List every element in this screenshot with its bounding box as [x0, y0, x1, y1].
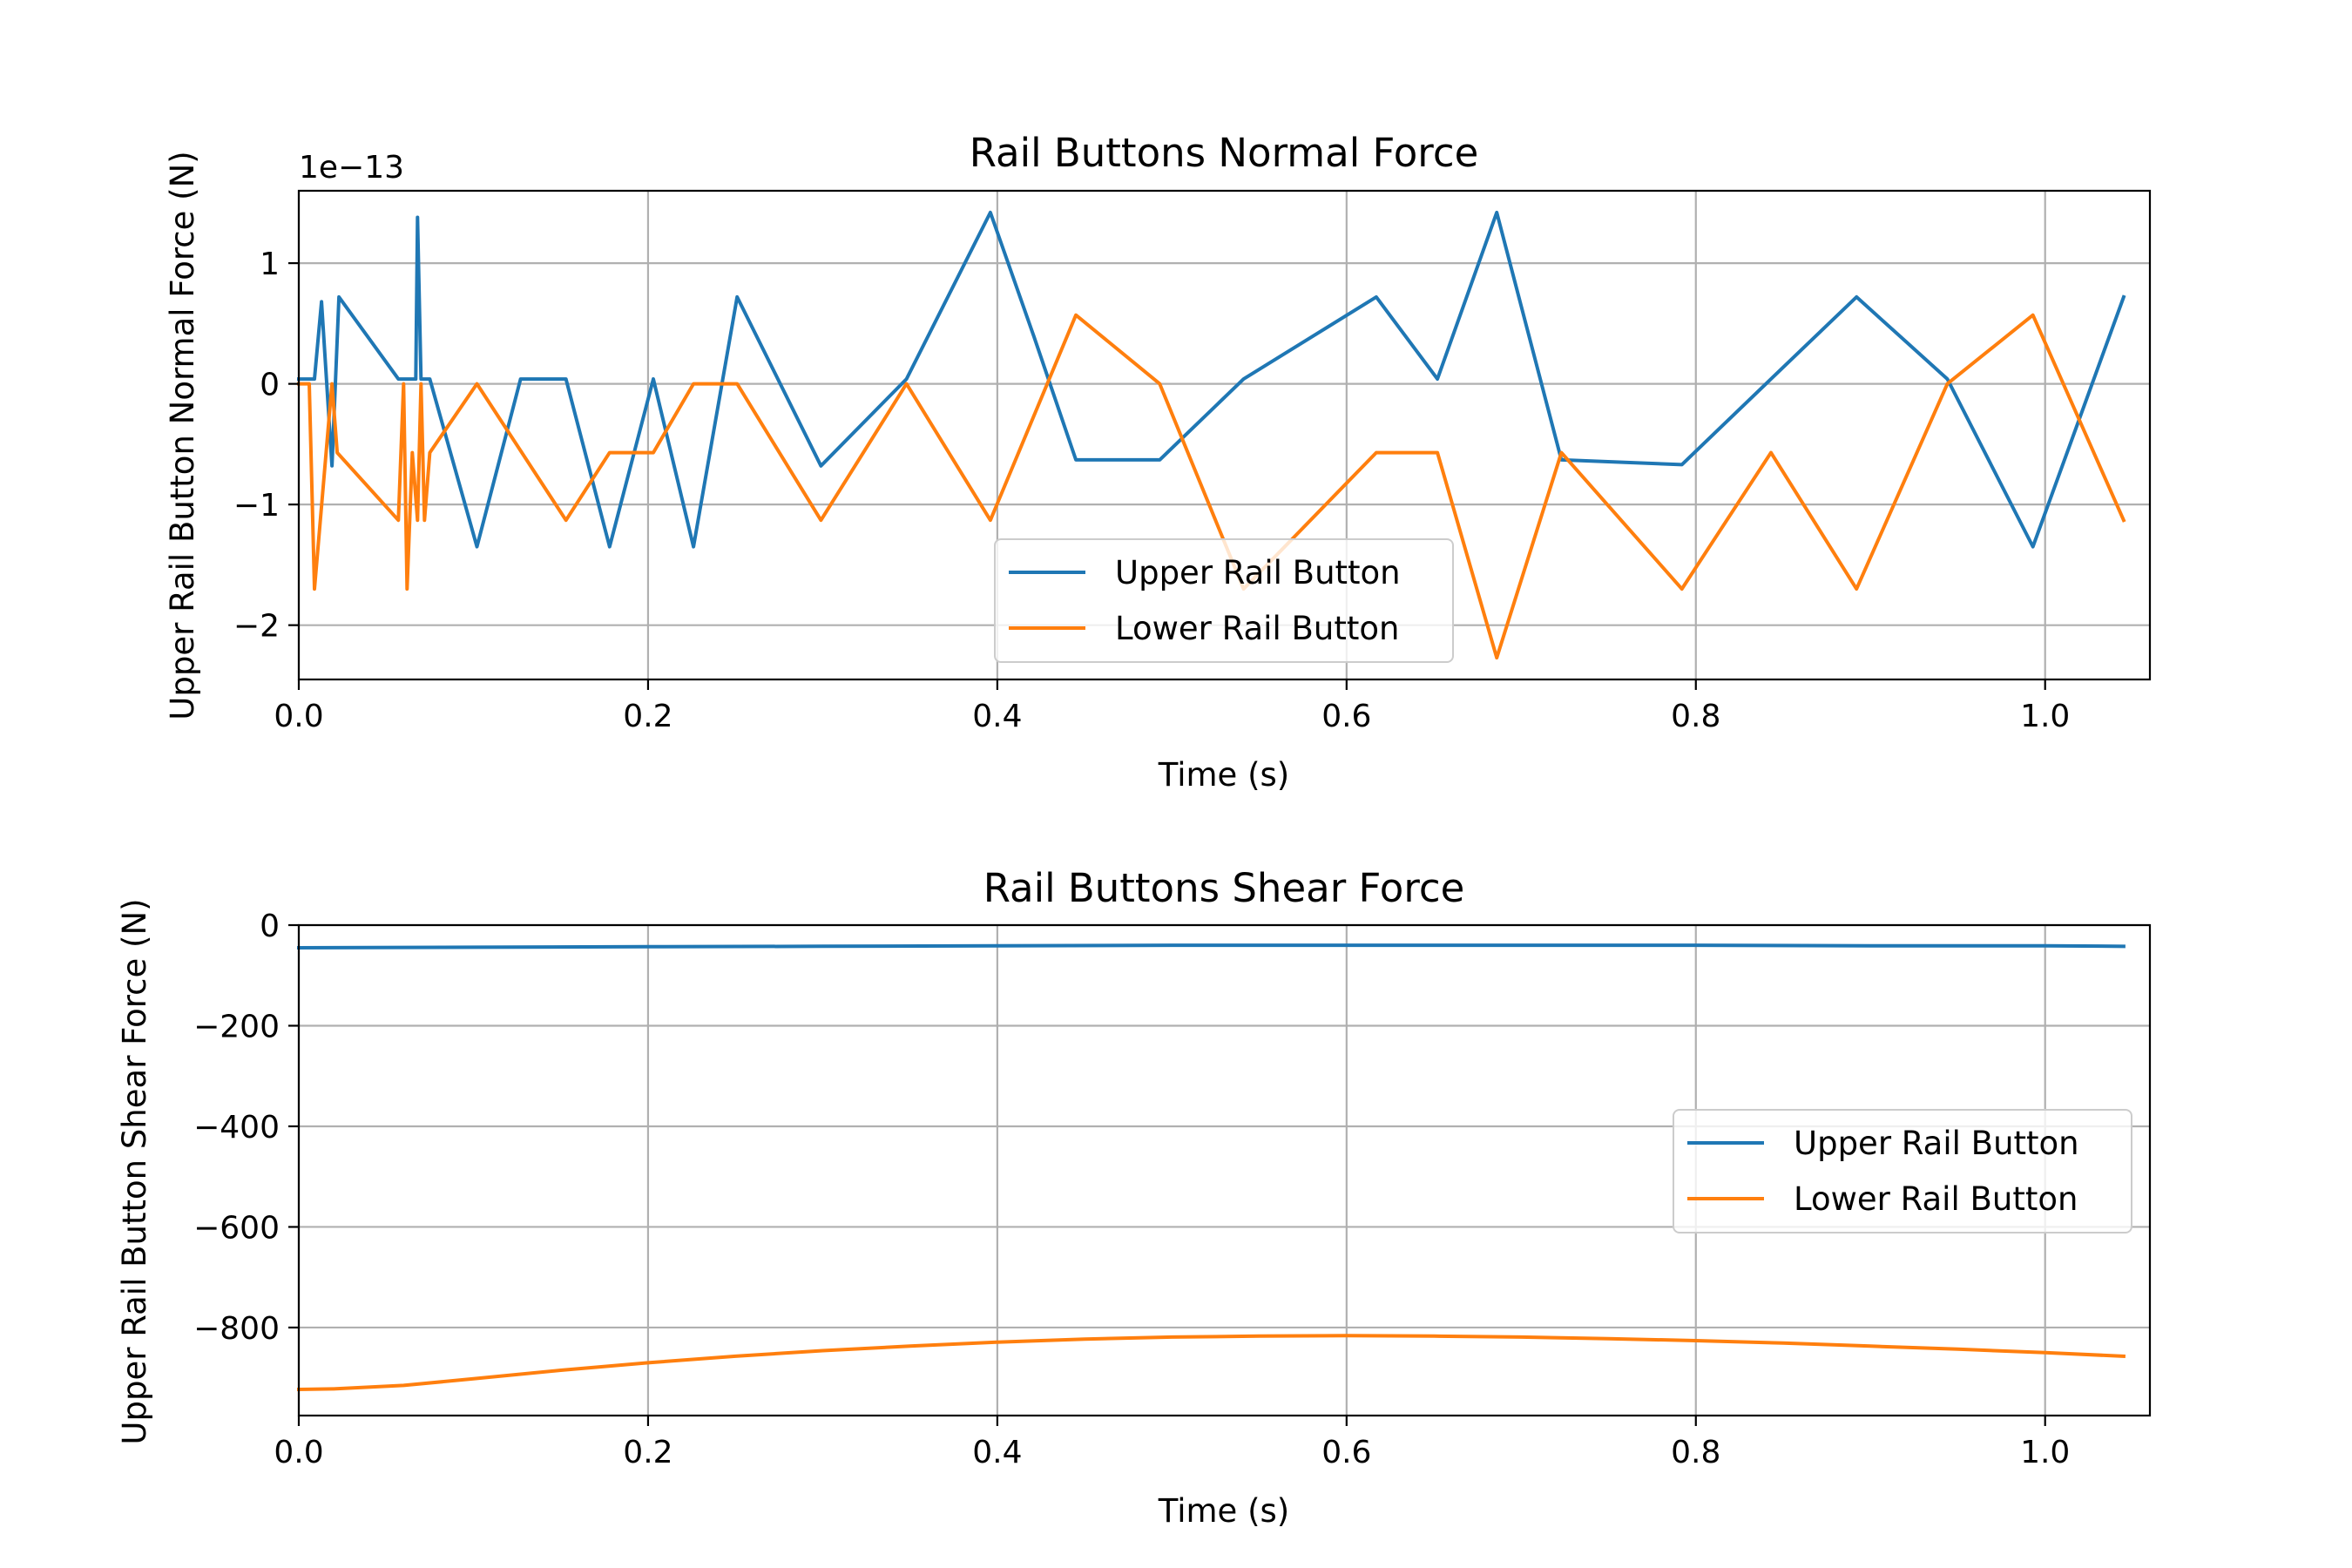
normal-force-ticks: 0.0 0.2 0.4 0.6 0.8 1.0 1 0 −1 −2 — [233, 247, 2070, 734]
shear-force-y-axis-label: Upper Rail Button Shear Force (N) — [116, 898, 153, 1444]
normal-force-x-tick-label: 0.8 — [1671, 699, 1720, 734]
normal-force-x-tick-label: 0.6 — [1321, 699, 1371, 734]
shear-force-plot-frame — [297, 923, 2152, 1417]
normal-force-y-axis-label: Upper Rail Button Normal Force (N) — [164, 151, 201, 720]
normal-force-x-tick-label: 0.4 — [972, 699, 1022, 734]
shear-force-x-axis-label: Time (s) — [1158, 1492, 1289, 1530]
shear-force-y-tick-label: −600 — [193, 1210, 280, 1246]
shear-force-x-tick-label: 0.6 — [1321, 1435, 1371, 1470]
normal-force-series-line-upper — [297, 210, 2126, 549]
normal-force-plot-frame — [297, 189, 2152, 681]
normal-force-y-tick-label: 1 — [260, 247, 280, 282]
normal-force-grid — [297, 191, 2150, 679]
shear-force-y-tick-label: −200 — [193, 1009, 280, 1044]
shear-force-legend-box — [1673, 1109, 2132, 1233]
normal-force-legend-label-lower: Lower Rail Button — [1115, 610, 1399, 647]
normal-force-series-line-lower — [297, 313, 2126, 660]
normal-force-y-tick-label: 0 — [260, 368, 280, 403]
normal-force-legend: Upper Rail Button Lower Rail Button — [994, 538, 1454, 663]
shear-force-legend-label-upper: Upper Rail Button — [1794, 1125, 2079, 1162]
shear-force-ticks: 0.0 0.2 0.4 0.6 0.8 1.0 0 −200 −400 −600 −800 — [193, 909, 2070, 1470]
normal-force-legend-box — [994, 538, 1454, 663]
shear-force-y-tick-label: −800 — [193, 1311, 280, 1347]
shear-force-series-line-lower — [296, 1334, 2126, 1392]
normal-force-y-tick-label: −1 — [233, 488, 280, 524]
shear-force-series-line-upper — [296, 943, 2126, 950]
normal-force-x-tick-label: 0.2 — [623, 699, 672, 734]
shear-force-x-tick-label: 0.8 — [1671, 1435, 1720, 1470]
shear-force-y-tick-label: 0 — [260, 909, 280, 944]
shear-force-x-tick-label: 0.0 — [274, 1435, 323, 1470]
shear-force-x-tick-label: 0.4 — [972, 1435, 1022, 1470]
shear-force-chart: 0.0 0.2 0.4 0.6 0.8 1.0 0 −200 −400 −600 −800 Rail… — [116, 865, 2152, 1530]
shear-force-x-tick-label: 0.2 — [623, 1435, 672, 1470]
normal-force-legend-label-upper: Upper Rail Button — [1115, 554, 1401, 591]
shear-force-legend: Upper Rail Button Lower Rail Button — [1673, 1109, 2132, 1233]
normal-force-y-tick-label: −2 — [233, 609, 280, 645]
normal-force-title: Rail Buttons Normal Force — [970, 130, 1479, 176]
shear-force-series — [296, 943, 2126, 1392]
normal-force-series — [297, 210, 2126, 660]
shear-force-x-tick-label: 1.0 — [2020, 1435, 2070, 1470]
normal-force-y-offset-text: 1e−13 — [299, 150, 404, 186]
normal-force-x-tick-label: 0.0 — [274, 699, 323, 734]
normal-force-x-axis-label: Time (s) — [1158, 756, 1289, 794]
shear-force-title: Rail Buttons Shear Force — [983, 865, 1465, 911]
shear-force-y-tick-label: −400 — [193, 1110, 280, 1146]
normal-force-x-tick-label: 1.0 — [2020, 699, 2070, 734]
shear-force-legend-label-lower: Lower Rail Button — [1794, 1180, 2078, 1218]
normal-force-chart: 0.0 0.2 0.4 0.6 0.8 1.0 1 0 −1 −2 Rail Buttons No… — [164, 130, 2152, 794]
